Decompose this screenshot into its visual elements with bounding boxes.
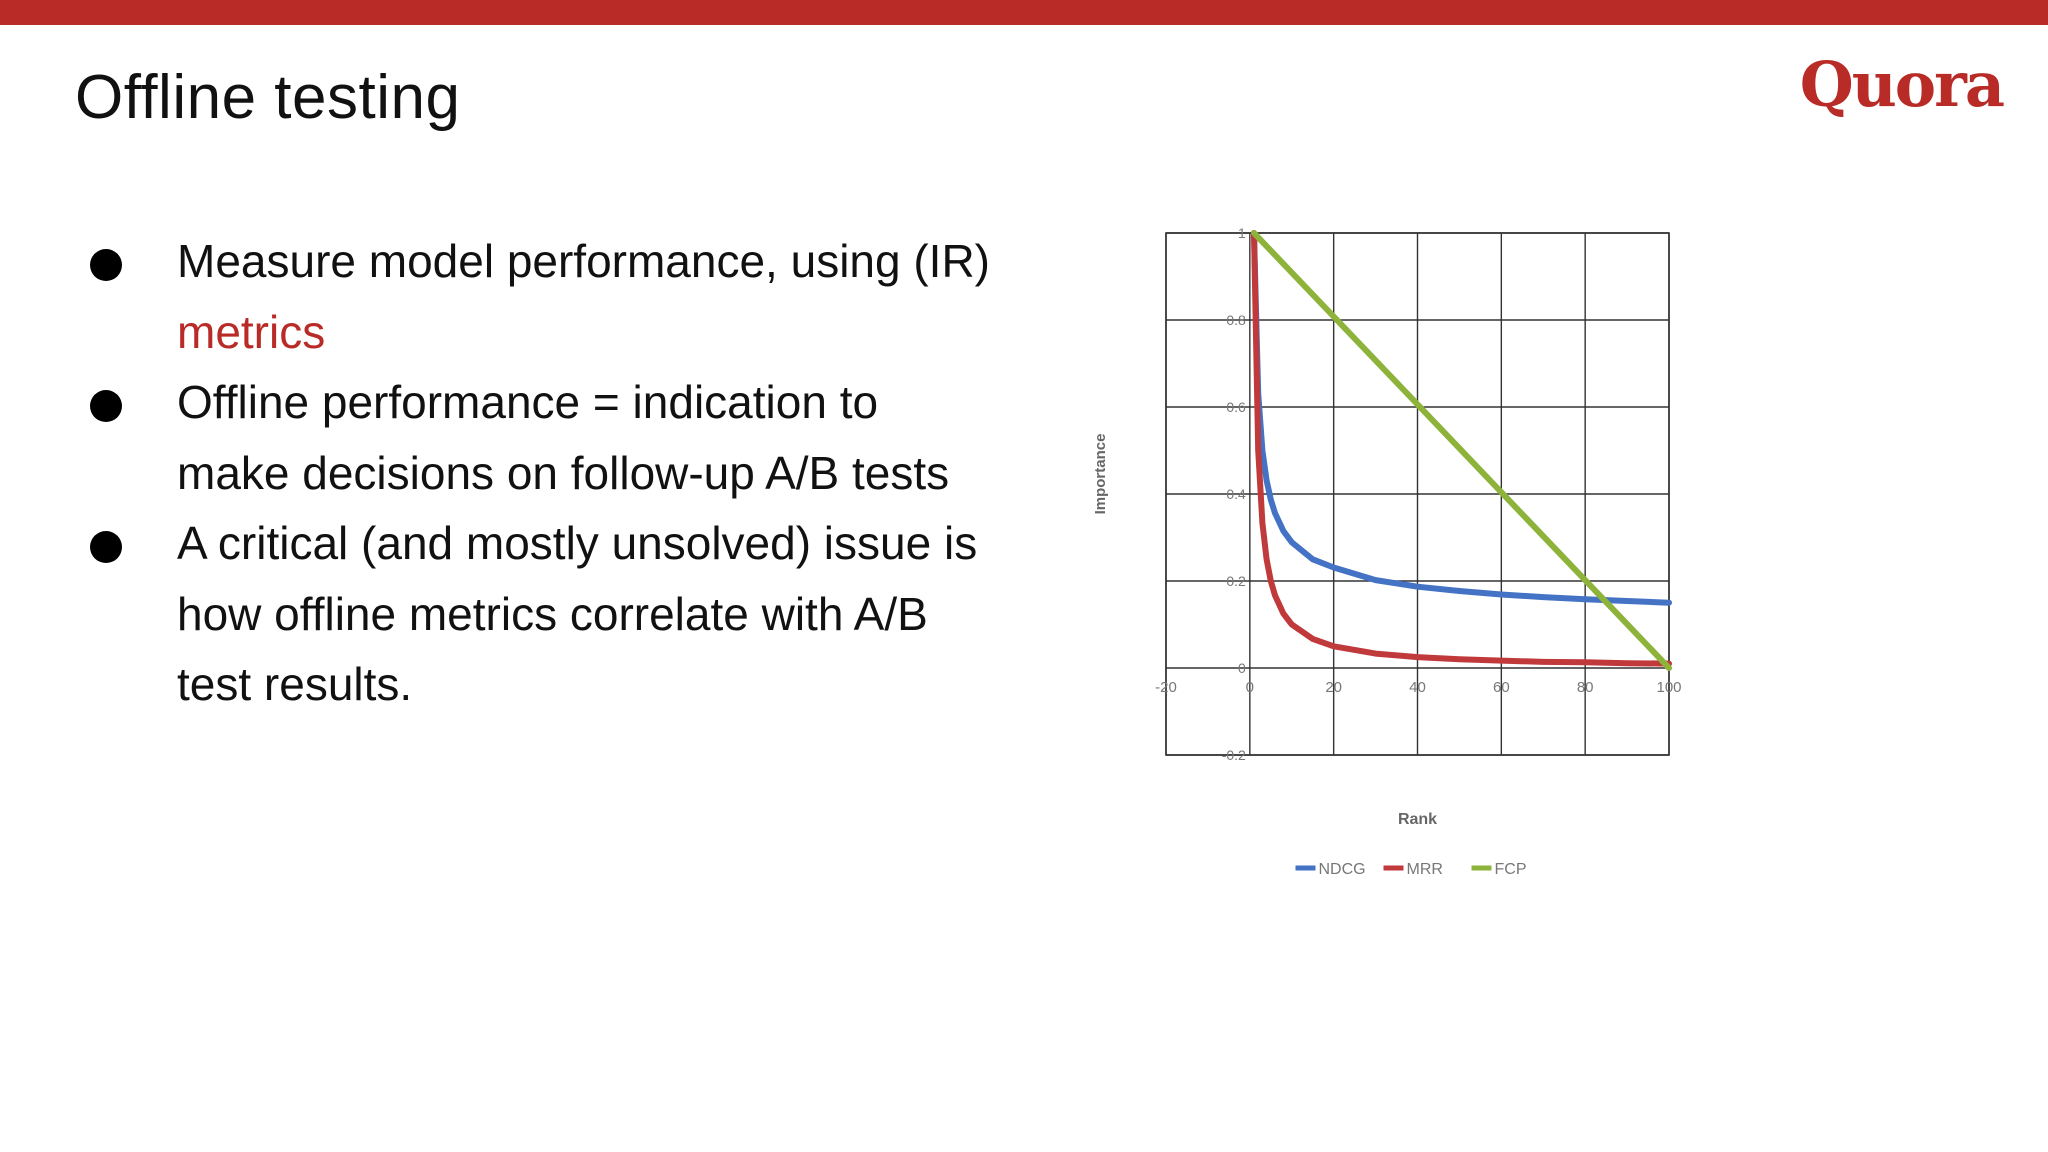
bullet-text: A critical (and mostly unsolved) issue i… [177, 517, 978, 710]
bullet-text: Measure model performance, using (IR) [177, 235, 990, 287]
legend-label-ndcg: NDCG [1319, 861, 1366, 878]
bullet-highlight: metrics [177, 305, 326, 358]
bullet-item: Offline performance = indication to make… [90, 367, 990, 508]
bullet-item: A critical (and mostly unsolved) issue i… [90, 508, 990, 720]
series-line-fcp [1251, 230, 1672, 671]
chart-container: -0.2 0 0.2 0.4 0.6 0.8 1 -20 0 20 40 60 80 100 Rank Imp… [1080, 210, 1720, 890]
bullet-list: Measure model performance, using (IR) me… [90, 226, 990, 720]
x-tick-label: 0 [1246, 679, 1254, 696]
bullet-item: Measure model performance, using (IR) me… [90, 226, 990, 367]
x-tick-label: 100 [1656, 679, 1681, 696]
slide-title: Offline testing [75, 63, 461, 132]
series-line-mrr [1251, 230, 1672, 667]
y-axis-label: Importance [1092, 434, 1109, 515]
series-line-ndcg [1251, 230, 1672, 606]
x-axis-label: Rank [1398, 811, 1437, 828]
quora-logo: Quora [1799, 48, 2005, 121]
legend-label-fcp: FCP [1495, 861, 1527, 878]
y-tick-label: 0.6 [1226, 399, 1246, 415]
top-accent-bar [0, 0, 2048, 25]
bullet-dot-icon [90, 390, 122, 422]
y-tick-label: 0.8 [1226, 312, 1246, 328]
y-tick-label: -0.2 [1222, 747, 1246, 763]
bullet-text: Offline performance = indication to make… [177, 376, 950, 499]
y-tick-label: 0.4 [1226, 486, 1246, 502]
bullet-dot-icon [90, 531, 122, 563]
x-tick-label: 60 [1493, 679, 1510, 696]
x-tick-label: -20 [1155, 679, 1177, 696]
y-tick-label: 1 [1238, 225, 1246, 241]
y-tick-label: 0.2 [1226, 573, 1246, 589]
x-tick-label: 40 [1409, 679, 1426, 696]
x-tick-label: 20 [1325, 679, 1342, 696]
y-tick-label: 0 [1238, 660, 1246, 676]
line-chart: -0.2 0 0.2 0.4 0.6 0.8 1 -20 0 20 40 60 80 100 Rank Imp… [1092, 225, 1682, 878]
legend-label-mrr: MRR [1407, 861, 1443, 878]
bullet-dot-icon [90, 249, 122, 281]
x-tick-label: 80 [1577, 679, 1594, 696]
